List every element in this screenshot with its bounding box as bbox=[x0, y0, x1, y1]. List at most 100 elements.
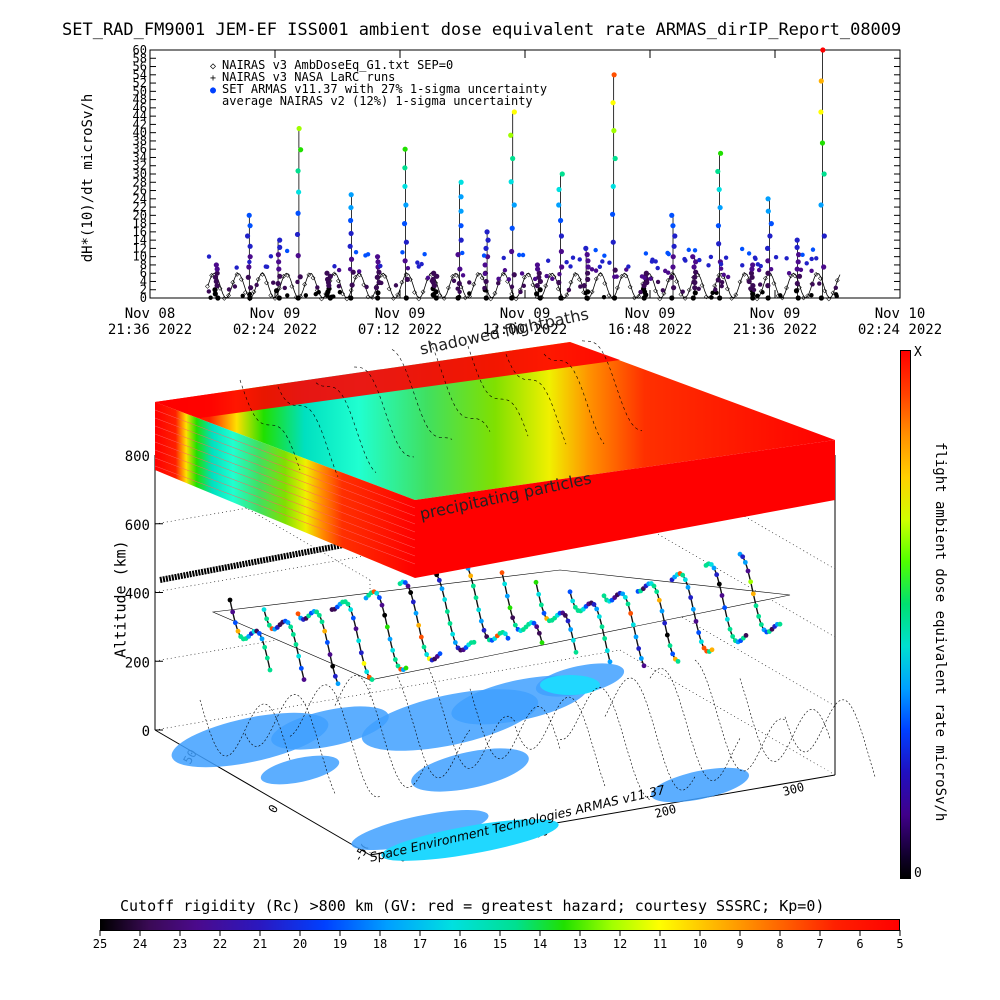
flightpath-point bbox=[256, 631, 262, 636]
map-ground-track bbox=[289, 684, 381, 798]
nairas-diamond: ◇ bbox=[780, 293, 785, 302]
map-ground-track bbox=[244, 693, 336, 794]
flightpath-point bbox=[502, 581, 508, 587]
y-tick-label: 38 bbox=[133, 134, 147, 148]
flightpath-point bbox=[332, 673, 338, 679]
armas-point bbox=[597, 264, 603, 269]
flightpath-point bbox=[350, 615, 356, 621]
flightpath-point bbox=[654, 589, 660, 595]
armas-point bbox=[818, 295, 824, 301]
slab-layer-line bbox=[154, 441, 416, 541]
flightpath-point bbox=[301, 677, 307, 682]
armas-point bbox=[208, 295, 213, 300]
armas-point bbox=[374, 274, 380, 280]
armas-point bbox=[537, 278, 544, 285]
flightpath-point bbox=[709, 647, 715, 653]
armas-point bbox=[405, 266, 411, 271]
armas-point bbox=[316, 290, 321, 295]
armas-point bbox=[364, 284, 369, 290]
armas-point bbox=[327, 273, 334, 279]
flightpath-point bbox=[261, 607, 267, 612]
nairas-diamond: ◇ bbox=[442, 293, 447, 302]
armas-point bbox=[786, 270, 792, 276]
armas-point bbox=[273, 288, 280, 294]
nairas-diamond: ◇ bbox=[826, 294, 831, 303]
armas-point bbox=[545, 258, 551, 263]
nairas-diamond: ◇ bbox=[564, 290, 569, 299]
armas-point bbox=[511, 109, 517, 115]
flightpath-point bbox=[484, 634, 490, 640]
flightpath-point bbox=[384, 624, 390, 630]
flightpath-point bbox=[230, 609, 236, 615]
z-tick-label: 400 bbox=[125, 587, 150, 603]
armas-point bbox=[458, 223, 464, 229]
nairas-diamond: ◇ bbox=[268, 290, 273, 299]
flightpath-point bbox=[722, 605, 728, 611]
armas-point bbox=[814, 256, 819, 261]
nairas-diamond: ◇ bbox=[628, 282, 633, 291]
nairas-diamond: ◇ bbox=[712, 281, 717, 290]
nairas-diamond: ◇ bbox=[361, 280, 366, 289]
y-tick-label: 10 bbox=[133, 250, 147, 264]
flightpath-point bbox=[314, 609, 320, 615]
armas-point bbox=[749, 266, 755, 272]
armas-point bbox=[663, 268, 668, 274]
armas-point bbox=[374, 254, 381, 260]
nairas-diamond: ◇ bbox=[624, 271, 629, 280]
armas-point bbox=[626, 264, 631, 269]
flightpath-point bbox=[565, 618, 571, 624]
nairas-diamond: ◇ bbox=[695, 270, 700, 279]
armas-point bbox=[692, 274, 698, 280]
nairas-diamond: ◇ bbox=[784, 283, 789, 292]
flightpath-point bbox=[539, 640, 545, 646]
flightpath-point bbox=[327, 652, 333, 657]
armas-point bbox=[665, 250, 670, 256]
armas-point bbox=[534, 262, 541, 268]
armas-point bbox=[765, 196, 771, 202]
armas-point bbox=[793, 288, 800, 294]
nairas-diamond: ◇ bbox=[725, 284, 730, 293]
armas-point bbox=[254, 282, 259, 288]
armas-point bbox=[329, 294, 334, 300]
x-tick-time: 21:36 2022 bbox=[108, 322, 192, 338]
armas-point bbox=[607, 260, 612, 265]
armas-point bbox=[295, 295, 301, 301]
armas-point bbox=[710, 290, 715, 296]
nairas-diamond: ◇ bbox=[514, 294, 519, 303]
flightpath-point bbox=[382, 612, 388, 618]
flightpath-plane bbox=[211, 569, 791, 681]
flightpath-point bbox=[745, 568, 751, 574]
nairas-diamond: ◇ bbox=[590, 287, 595, 296]
armas-point bbox=[760, 290, 765, 295]
x-tick-time: 02:24 2022 bbox=[858, 322, 942, 338]
flightpath-point bbox=[387, 636, 393, 642]
armas-point bbox=[578, 284, 583, 289]
map-ground-track bbox=[739, 678, 831, 762]
armas-point bbox=[277, 273, 283, 279]
armas-point bbox=[593, 247, 598, 253]
armas-point bbox=[566, 287, 572, 293]
flightpath-point bbox=[376, 595, 382, 601]
armas-point bbox=[746, 278, 752, 285]
armas-point bbox=[612, 267, 618, 273]
armas-point bbox=[348, 295, 354, 301]
z-tick-label: 600 bbox=[125, 518, 150, 534]
nairas-diamond: ◇ bbox=[319, 294, 324, 303]
x-tick-time: 07:12 2022 bbox=[358, 322, 442, 338]
armas-point bbox=[795, 259, 801, 265]
armas-point bbox=[276, 259, 282, 265]
lon-tick-label: 200 bbox=[653, 802, 678, 821]
flightpath-point bbox=[288, 624, 294, 630]
armas-point bbox=[348, 256, 355, 262]
armas-point bbox=[809, 268, 814, 274]
flightpath-point bbox=[413, 610, 419, 616]
cutoff-tick-label: 20 bbox=[293, 937, 307, 951]
cutoff-tick-label: 13 bbox=[573, 937, 587, 951]
armas-point bbox=[375, 290, 381, 296]
armas-point bbox=[717, 295, 723, 301]
y-tick-label: 18 bbox=[133, 217, 147, 231]
flightpath-point bbox=[293, 642, 299, 647]
armas-point bbox=[748, 270, 755, 276]
map-ground-track bbox=[514, 696, 606, 787]
x-tick-time: 02:24 2022 bbox=[233, 322, 317, 338]
